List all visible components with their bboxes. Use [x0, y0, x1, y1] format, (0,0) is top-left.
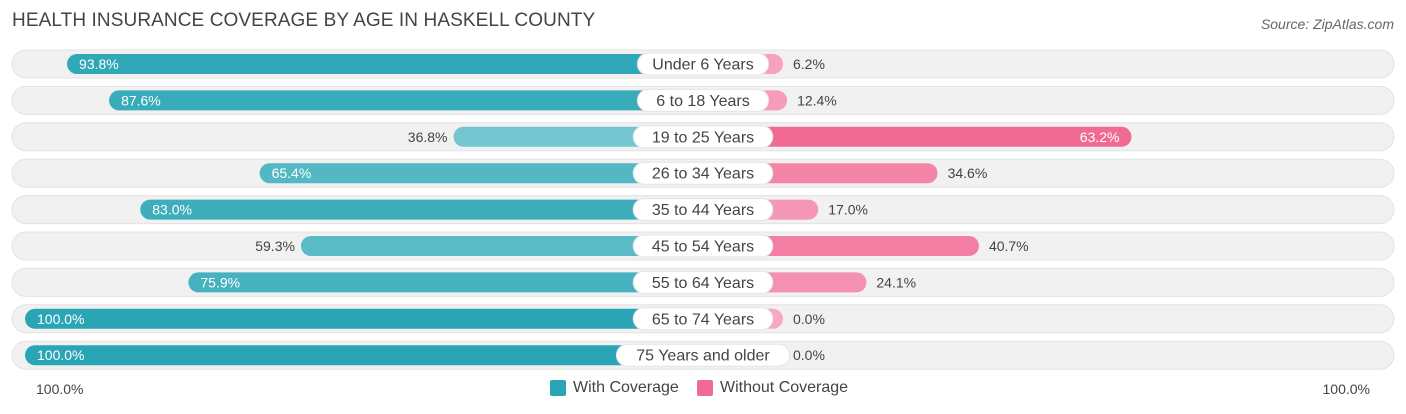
data-label-without: 12.4% — [797, 92, 837, 108]
data-label-with: 36.8% — [408, 129, 448, 145]
bar-with-coverage — [188, 272, 703, 293]
category-pill — [632, 198, 774, 222]
category-label: 19 to 25 Years — [652, 129, 754, 146]
chart-row[interactable]: 93.8% 6.2% Under 6 Years — [11, 49, 1395, 79]
category-pill — [636, 88, 770, 112]
chart-title: HEALTH INSURANCE COVERAGE BY AGE IN HASK… — [12, 10, 596, 31]
data-label-with: 100.0% — [37, 347, 84, 363]
legend-item-without-coverage[interactable]: Without Coverage — [697, 379, 848, 397]
category-pill — [632, 307, 774, 331]
category-pill — [632, 234, 774, 258]
bar-with-coverage — [140, 199, 703, 220]
category-pill — [632, 270, 774, 294]
legend-item-with-coverage[interactable]: With Coverage — [550, 379, 679, 397]
chart-row[interactable]: 100.0% 0.0% 65 to 74 Years — [11, 304, 1395, 334]
chart-row[interactable]: 65.4% 34.6% 26 to 34 Years — [11, 158, 1395, 188]
legend-label-with: With Coverage — [573, 379, 679, 396]
data-label-with: 100.0% — [37, 311, 84, 327]
data-label-without: 40.7% — [989, 238, 1029, 254]
category-label: 6 to 18 Years — [656, 93, 749, 110]
bar-with-coverage — [109, 90, 703, 111]
chart-row[interactable]: 87.6% 12.4% 6 to 18 Years — [11, 85, 1395, 115]
source-note: Source: ZipAtlas.com — [1260, 16, 1394, 32]
category-label: 35 to 44 Years — [652, 202, 754, 219]
chart-area: 93.8% 6.2% Under 6 Years 87.6% 12.4% 6 to 18 … — [11, 49, 1395, 370]
data-label-without: 0.0% — [793, 347, 825, 363]
data-label-with: 87.6% — [121, 92, 161, 108]
data-label-without: 63.2% — [1080, 129, 1120, 145]
data-label-with: 83.0% — [152, 202, 192, 218]
axis-left-label: 100.0% — [36, 381, 84, 397]
chart-row[interactable]: 83.0% 17.0% 35 to 44 Years — [11, 195, 1395, 225]
data-label-with: 93.8% — [79, 56, 119, 72]
chart-row[interactable]: 59.3% 40.7% 45 to 54 Years — [11, 231, 1395, 261]
category-pill — [615, 343, 791, 367]
data-label-without: 34.6% — [948, 165, 988, 181]
axis-right-label: 100.0% — [1322, 381, 1370, 397]
data-label-without: 6.2% — [793, 56, 825, 72]
legend-swatch-with — [550, 380, 566, 396]
data-label-with: 65.4% — [272, 165, 312, 181]
category-label: 65 to 74 Years — [652, 311, 754, 328]
bar-with-coverage — [300, 236, 703, 256]
data-label-without: 24.1% — [876, 274, 916, 290]
bar-with-coverage — [25, 308, 703, 329]
legend-label-without: Without Coverage — [720, 379, 849, 396]
category-label: 55 to 64 Years — [652, 275, 754, 292]
category-pill — [632, 125, 774, 149]
data-label-without: 17.0% — [828, 202, 868, 218]
bar-with-coverage — [259, 163, 703, 184]
data-label-without: 0.0% — [793, 311, 825, 327]
bar-with-coverage — [67, 54, 703, 74]
chart-row[interactable]: 100.0% 0.0% 75 Years and older — [11, 340, 1395, 370]
data-label-with: 75.9% — [200, 274, 240, 290]
data-label-with: 59.3% — [255, 238, 295, 254]
legend-swatch-without — [697, 380, 713, 396]
category-pill — [636, 52, 770, 76]
chart-row[interactable]: 75.9% 24.1% 55 to 64 Years — [11, 267, 1395, 297]
category-label: Under 6 Years — [652, 57, 753, 74]
category-pill — [632, 161, 774, 185]
bar-with-coverage — [25, 345, 703, 366]
category-label: 45 to 54 Years — [652, 239, 754, 256]
legend: With Coverage Without Coverage — [0, 379, 1406, 401]
bar-without-coverage — [703, 126, 1132, 147]
category-label: 75 Years and older — [636, 348, 770, 365]
category-label: 26 to 34 Years — [652, 166, 754, 183]
chart-row[interactable]: 36.8% 63.2% 19 to 25 Years — [11, 122, 1395, 152]
